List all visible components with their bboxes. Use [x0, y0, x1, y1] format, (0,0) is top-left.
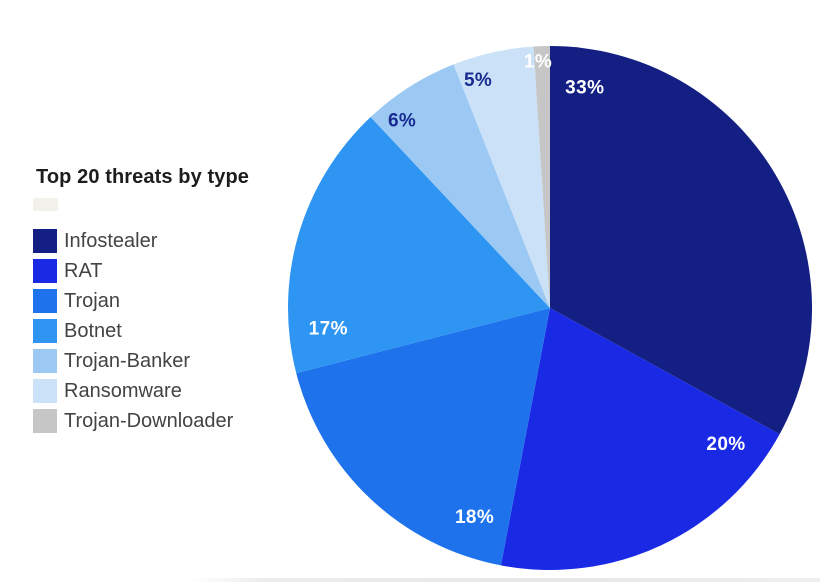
slice-trojan: [296, 308, 550, 566]
slice-botnet: [287, 117, 550, 374]
legend-item-label: Trojan-Downloader: [64, 409, 234, 432]
legend-swatch: [33, 349, 57, 373]
legend-item-label: RAT: [64, 259, 103, 282]
slice-rat: [500, 308, 780, 570]
legend-item-label: Ransomware: [64, 379, 182, 402]
slice-percent-label: 1%: [524, 52, 552, 73]
slice-percent-label: 17%: [309, 319, 348, 340]
legend-swatch: [33, 259, 57, 283]
legend-item-trojan-banker: Trojan-Banker: [33, 346, 233, 376]
legend-swatch: [33, 229, 57, 253]
slice-infostealer: [550, 46, 812, 435]
legend-item-ransomware: Ransomware: [33, 376, 233, 406]
faded-swatch-artifact: [33, 198, 58, 211]
slice-trojan-banker: [370, 64, 550, 309]
legend-item-trojan-downloader: Trojan-Downloader: [33, 406, 233, 436]
legend-item-infostealer: Infostealer: [33, 226, 233, 256]
legend-item-label: Trojan-Banker: [64, 349, 190, 372]
legend-swatch: [33, 319, 57, 343]
legend-item-rat: RAT: [33, 256, 233, 286]
slice-percent-label: 6%: [388, 111, 416, 132]
legend-item-botnet: Botnet: [33, 316, 233, 346]
slice-ransomware: [453, 46, 550, 309]
legend-swatch: [33, 289, 57, 313]
legend-item-label: Infostealer: [64, 229, 158, 252]
slice-trojan-downloader: [533, 46, 550, 308]
legend-item-trojan: Trojan: [33, 286, 233, 316]
slice-percent-label: 5%: [464, 70, 492, 91]
slice-percent-label: 20%: [706, 434, 745, 455]
chart-title: Top 20 threats by type: [36, 166, 249, 188]
slice-percent-label: 18%: [455, 507, 494, 528]
legend-swatch: [33, 409, 57, 433]
legend: Infostealer RAT Trojan Botnet Trojan-Ban…: [33, 226, 233, 436]
legend-item-label: Trojan: [64, 289, 120, 312]
legend-swatch: [33, 379, 57, 403]
slice-percent-label: 33%: [565, 78, 604, 99]
legend-item-label: Botnet: [64, 319, 122, 342]
bottom-divider: [190, 578, 820, 582]
